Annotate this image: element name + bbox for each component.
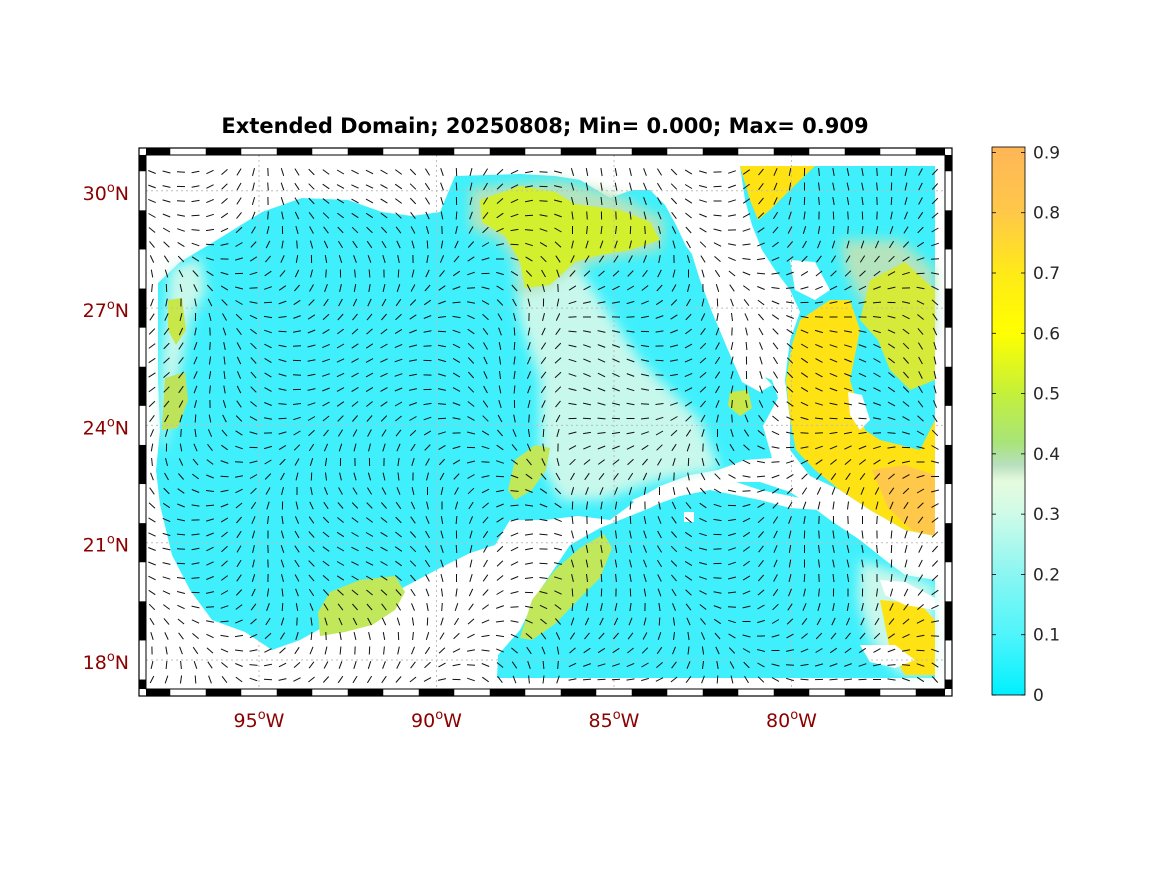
graticule [146,155,945,689]
lon-tick-label: 85oW [589,708,640,732]
bahamas-island [848,392,870,430]
longitude-labels: 95oW 90oW 85oW 80oW [234,708,818,732]
colorbar-tick-label: 0.2 [1033,565,1060,585]
colorbar-tick-label: 0.3 [1033,505,1060,525]
lat-tick-label: 30oN [83,181,129,205]
cuba [632,478,820,510]
colorbar-tick-label: 0.6 [1033,324,1060,344]
lat-tick-label: 18oN [83,650,129,674]
latitude-labels: 30oN 27oN 24oN 21oN 18oN [83,181,129,674]
caribbean-water [497,482,935,678]
bahamas-gap [790,260,830,300]
colorbar-tick-label: 0 [1033,686,1044,706]
colorbar-tick-label: 0.7 [1033,264,1060,284]
colorbar-tick-label: 0.5 [1033,385,1060,405]
lat-tick-label: 27oN [83,298,129,322]
land-mask [632,200,935,668]
colorbar-tick-label: 0.4 [1033,445,1060,465]
gulf-water [156,174,778,650]
lon-tick-label: 90oW [411,708,462,732]
colorbar: 0 0.1 0.2 0.3 0.4 0.5 0.6 0.7 0.8 0.9 [991,143,1060,706]
florida [680,200,772,392]
map-title: Extended Domain; 20250808; Min= 0.000; M… [221,114,869,138]
lon-tick-label: 95oW [234,708,285,732]
colorbar-tick-label: 0.1 [1033,626,1060,646]
colorbar-tick-label: 0.9 [1033,143,1060,163]
cayman [684,512,694,522]
colorbar-scale [991,146,1026,696]
lon-tick-label: 80oW [766,708,817,732]
hispaniola [880,580,935,610]
current-vectors [148,167,940,684]
colorbar-tick-label: 0.8 [1033,204,1060,224]
lat-tick-label: 21oN [83,533,129,557]
map-frame [138,147,953,697]
lat-tick-label: 24oN [83,415,129,439]
map-panel [139,148,952,696]
jamaica [860,645,915,668]
